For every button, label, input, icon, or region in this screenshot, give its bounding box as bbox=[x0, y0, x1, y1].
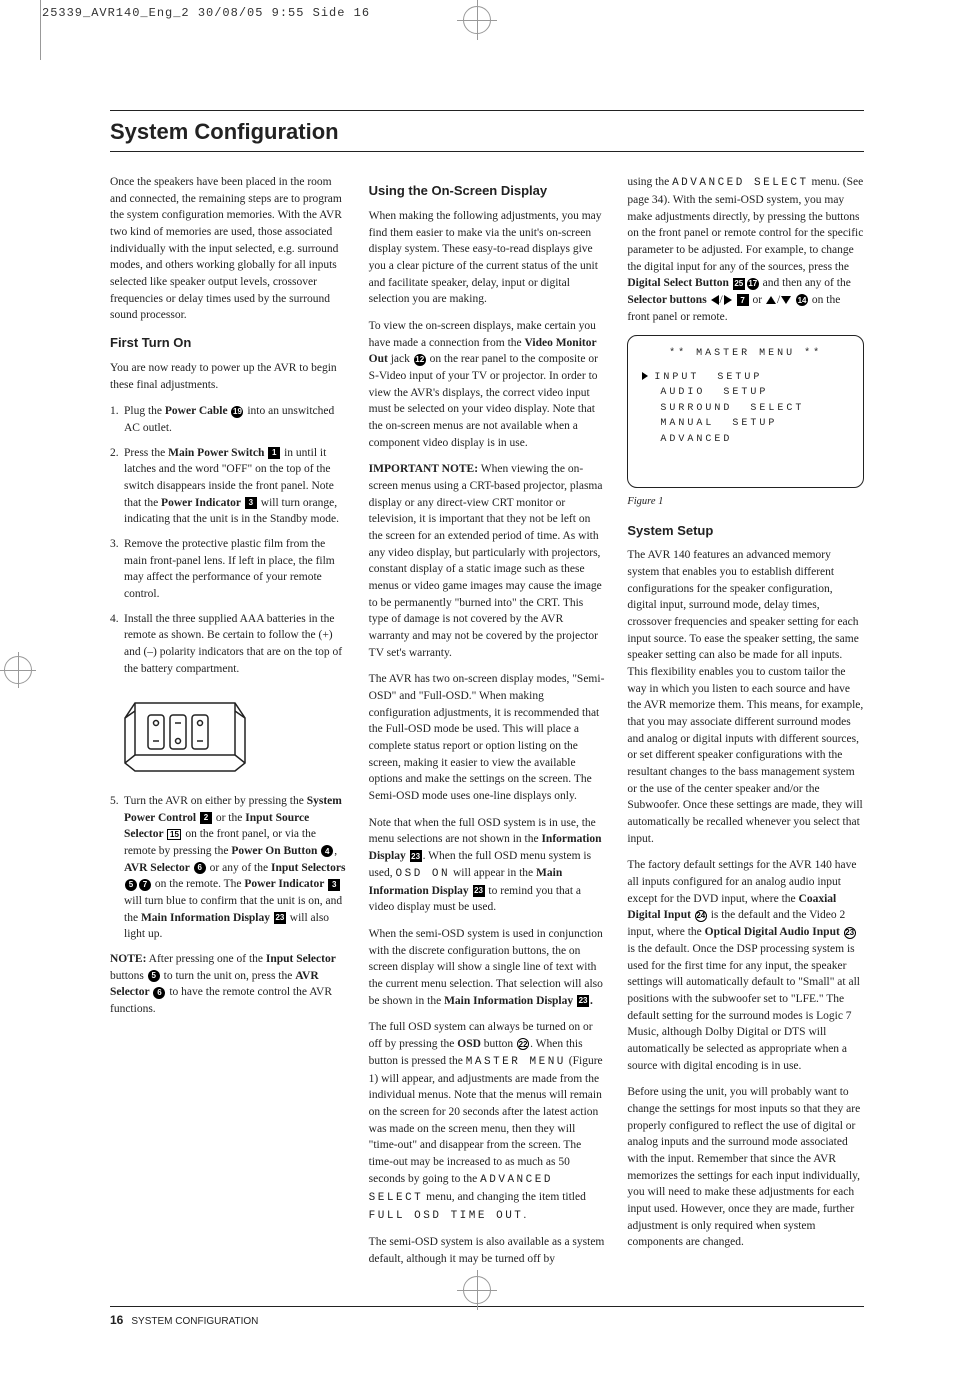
title-rule bbox=[110, 151, 864, 152]
badge-14-icon: 14 bbox=[796, 294, 808, 306]
paragraph: The full OSD system can always be turned… bbox=[369, 1019, 606, 1224]
intro-paragraph: Once the speakers have been placed in th… bbox=[110, 174, 347, 324]
step-4: 4. Install the three supplied AAA batter… bbox=[110, 611, 347, 678]
osd-item: INPUT SETUP bbox=[642, 370, 849, 386]
step-3: 3. Remove the protective plastic film fr… bbox=[110, 536, 347, 603]
triangle-left-icon bbox=[711, 295, 719, 305]
step-2: 2. Press the Main Power Switch 1 in unti… bbox=[110, 445, 347, 528]
badge-22-icon: 22 bbox=[517, 1038, 529, 1050]
badge-12-icon: 12 bbox=[414, 354, 426, 366]
page-number: 16 bbox=[110, 1313, 123, 1327]
column-1: Once the speakers have been placed in th… bbox=[110, 174, 347, 1278]
column-3: using the ADVANCED SELECT menu. (See pag… bbox=[627, 174, 864, 1278]
crop-circle bbox=[463, 1276, 491, 1304]
badge-23-icon: 23 bbox=[473, 885, 485, 897]
paragraph: Note that when the full OSD system is in… bbox=[369, 815, 606, 916]
osd-master-menu: ** MASTER MENU ** INPUT SETUP AUDIO SETU… bbox=[627, 335, 864, 488]
page-content: System Configuration Once the speakers h… bbox=[0, 0, 954, 1377]
osd-item: MANUAL SETUP bbox=[642, 416, 849, 432]
step-body: Press the Main Power Switch 1 in until i… bbox=[124, 445, 347, 528]
paragraph: The AVR has two on-screen display modes,… bbox=[369, 671, 606, 804]
badge-2-icon: 2 bbox=[200, 812, 212, 824]
step-5: 5. Turn the AVR on either by pressing th… bbox=[110, 793, 347, 943]
triangle-down-icon bbox=[781, 296, 791, 304]
paragraph: The factory default settings for the AVR… bbox=[627, 857, 864, 1074]
footer-section: SYSTEM CONFIGURATION bbox=[131, 1316, 258, 1327]
paragraph: When making the following adjustments, y… bbox=[369, 208, 606, 308]
step-body: Remove the protective plastic film from … bbox=[124, 536, 347, 603]
badge-4-icon: 4 bbox=[321, 845, 333, 857]
badge-6-icon: 6 bbox=[194, 862, 206, 874]
osd-title: ** MASTER MENU ** bbox=[642, 346, 849, 362]
figure-label: Figure 1 bbox=[627, 494, 864, 509]
step-number: 2. bbox=[110, 445, 124, 528]
badge-15-icon: 15 bbox=[167, 829, 181, 840]
step-number: 3. bbox=[110, 536, 124, 603]
badge-19-icon: 19 bbox=[231, 406, 243, 418]
badge-24-icon: 24 bbox=[695, 910, 707, 922]
step-body: Install the three supplied AAA batteries… bbox=[124, 611, 347, 678]
badge-25-icon: 25 bbox=[733, 278, 745, 290]
badge-7-icon: 7 bbox=[139, 879, 151, 891]
page-footer: 16 SYSTEM CONFIGURATION bbox=[110, 1306, 864, 1327]
column-2: Using the On-Screen Display When making … bbox=[369, 174, 606, 1278]
columns: Once the speakers have been placed in th… bbox=[110, 174, 864, 1278]
osd-item: AUDIO SETUP bbox=[642, 385, 849, 401]
badge-7-icon: 7 bbox=[737, 294, 749, 306]
print-header: 25339_AVR140_Eng_2 30/08/05 9:55 Side 16 bbox=[42, 6, 370, 20]
title-rule bbox=[110, 110, 864, 111]
badge-23-icon: 23 bbox=[274, 912, 286, 924]
osd-item: ADVANCED bbox=[642, 432, 849, 448]
badge-5-icon: 5 bbox=[148, 970, 160, 982]
badge-6-icon: 6 bbox=[153, 987, 165, 999]
note-paragraph: NOTE: After pressing one of the Input Se… bbox=[110, 951, 347, 1018]
badge-3-icon: 3 bbox=[328, 879, 340, 891]
heading-osd: Using the On-Screen Display bbox=[369, 182, 606, 201]
paragraph: The semi-OSD system is also available as… bbox=[369, 1234, 606, 1267]
badge-1-icon: 1 bbox=[268, 447, 280, 459]
step-number: 4. bbox=[110, 611, 124, 678]
crop-circle bbox=[4, 656, 32, 684]
crop-mark bbox=[40, 0, 41, 60]
step-number: 5. bbox=[110, 793, 124, 943]
triangle-right-icon bbox=[724, 295, 732, 305]
important-note: IMPORTANT NOTE: When viewing the on-scre… bbox=[369, 461, 606, 661]
badge-17-icon: 17 bbox=[747, 278, 759, 290]
paragraph: The AVR 140 features an advanced memory … bbox=[627, 547, 864, 847]
badge-3-icon: 3 bbox=[245, 497, 257, 509]
heading-first-turn-on: First Turn On bbox=[110, 334, 347, 353]
badge-23-icon: 23 bbox=[844, 927, 856, 939]
paragraph: You are now ready to power up the AVR to… bbox=[110, 360, 347, 393]
badge-5-icon: 5 bbox=[125, 879, 137, 891]
page-title: System Configuration bbox=[110, 113, 864, 151]
step-number: 1. bbox=[110, 403, 124, 436]
badge-23-icon: 23 bbox=[410, 850, 422, 862]
paragraph: Before using the unit, you will probably… bbox=[627, 1084, 864, 1251]
triangle-up-icon bbox=[766, 296, 776, 304]
crop-circle bbox=[463, 6, 491, 34]
step-body: Turn the AVR on either by pressing the S… bbox=[124, 793, 347, 943]
osd-item: SURROUND SELECT bbox=[642, 401, 849, 417]
step-body: Plug the Power Cable 19 into an unswitch… bbox=[124, 403, 347, 436]
paragraph: When the semi-OSD system is used in conj… bbox=[369, 926, 606, 1009]
paragraph: To view the on-screen displays, make cer… bbox=[369, 318, 606, 451]
paragraph: using the ADVANCED SELECT menu. (See pag… bbox=[627, 174, 864, 325]
badge-23-icon: 23 bbox=[577, 995, 589, 1007]
step-1: 1. Plug the Power Cable 19 into an unswi… bbox=[110, 403, 347, 436]
battery-diagram-icon bbox=[120, 693, 250, 773]
pointer-icon bbox=[642, 372, 648, 380]
heading-system-setup: System Setup bbox=[627, 522, 864, 541]
